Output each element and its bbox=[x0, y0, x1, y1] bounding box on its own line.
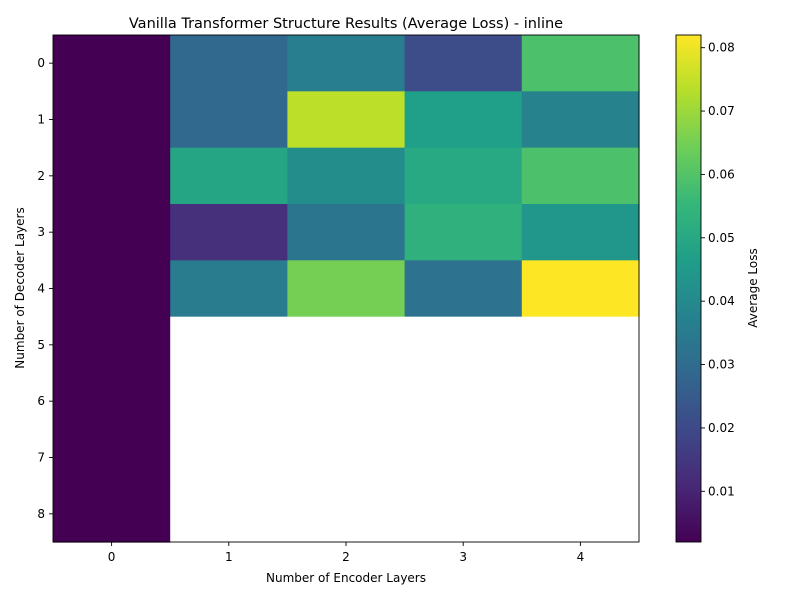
x-tick-label: 3 bbox=[459, 550, 467, 564]
y-tick-label: 0 bbox=[37, 56, 45, 70]
heatmap-cell bbox=[170, 260, 288, 318]
heatmap-cell bbox=[404, 35, 523, 92]
heatmap-cell bbox=[404, 429, 523, 487]
heatmap-cell bbox=[53, 373, 171, 430]
heatmap-cell bbox=[521, 485, 640, 543]
heatmap-cell bbox=[53, 260, 171, 318]
y-tick-label: 3 bbox=[37, 225, 45, 239]
y-axis-ticks: 0 1 2 3 4 5 6 7 8 bbox=[37, 56, 53, 521]
heatmap-cell bbox=[53, 316, 171, 374]
heatmap-cell bbox=[170, 204, 288, 261]
heatmap-cell bbox=[170, 35, 288, 92]
colorbar-tick-label: 0.07 bbox=[708, 104, 735, 118]
heatmap-cell bbox=[521, 91, 640, 149]
heatmap-cell bbox=[287, 429, 406, 487]
heatmap-cell bbox=[53, 485, 171, 543]
heatmap-cell bbox=[404, 316, 523, 374]
y-tick-label: 2 bbox=[37, 169, 45, 183]
heatmap-cell bbox=[521, 429, 640, 487]
colorbar-tick-label: 0.08 bbox=[708, 41, 735, 55]
x-tick-label: 2 bbox=[342, 550, 350, 564]
colorbar-tick-label: 0.03 bbox=[708, 358, 735, 372]
x-axis-ticks: 0 1 2 3 4 bbox=[108, 542, 584, 564]
heatmap-cell bbox=[521, 373, 640, 430]
y-tick-label: 6 bbox=[37, 394, 45, 408]
heatmap-cell bbox=[287, 35, 406, 92]
y-axis-label: Number of Decoder Layers bbox=[13, 207, 27, 368]
heatmap-cell bbox=[521, 260, 640, 318]
heatmap-cell bbox=[170, 316, 288, 374]
heatmap-cell bbox=[521, 35, 640, 92]
heatmap-cell bbox=[521, 316, 640, 374]
x-tick-label: 4 bbox=[577, 550, 585, 564]
heatmap-cell bbox=[521, 204, 640, 261]
y-tick-label: 8 bbox=[37, 507, 45, 521]
heatmap-cell bbox=[53, 91, 171, 149]
heatmap-cell bbox=[404, 373, 523, 430]
heatmap-cells bbox=[53, 35, 640, 543]
heatmap-cell bbox=[53, 147, 171, 205]
x-tick-label: 0 bbox=[108, 550, 116, 564]
heatmap-cell bbox=[287, 316, 406, 374]
colorbar-tick-label: 0.06 bbox=[708, 167, 735, 181]
y-tick-label: 4 bbox=[37, 282, 45, 296]
heatmap-cell bbox=[170, 373, 288, 430]
heatmap-cell bbox=[287, 485, 406, 543]
heatmap-cell bbox=[287, 147, 406, 205]
heatmap-cell bbox=[170, 485, 288, 543]
heatmap-cell bbox=[53, 429, 171, 487]
x-axis-label: Number of Encoder Layers bbox=[266, 571, 426, 585]
heatmap-cell bbox=[404, 204, 523, 261]
colorbar bbox=[675, 34, 702, 543]
colorbar-tick-label: 0.04 bbox=[708, 294, 735, 308]
heatmap-cell bbox=[53, 204, 171, 261]
heatmap-cell bbox=[170, 147, 288, 205]
y-tick-label: 7 bbox=[37, 451, 45, 465]
y-tick-label: 1 bbox=[37, 113, 45, 127]
heatmap-cell bbox=[287, 373, 406, 430]
heatmap-cell bbox=[404, 147, 523, 205]
y-tick-label: 5 bbox=[37, 338, 45, 352]
heatmap-cell bbox=[287, 260, 406, 318]
heatmap-cell bbox=[287, 91, 406, 149]
heatmap-cell bbox=[404, 485, 523, 543]
heatmap-cell bbox=[521, 147, 640, 205]
colorbar-tick-label: 0.02 bbox=[708, 421, 735, 435]
colorbar-tick-label: 0.01 bbox=[708, 484, 735, 498]
heatmap-cell bbox=[53, 35, 171, 92]
colorbar-tick-label: 0.05 bbox=[708, 231, 735, 245]
heatmap-cell bbox=[170, 429, 288, 487]
heatmap-cell bbox=[287, 204, 406, 261]
heatmap-cell bbox=[170, 91, 288, 149]
x-tick-label: 1 bbox=[225, 550, 233, 564]
chart-title: Vanilla Transformer Structure Results (A… bbox=[129, 16, 563, 32]
heatmap-cell bbox=[404, 91, 523, 149]
heatmap-cell bbox=[404, 260, 523, 318]
colorbar-ticks: 0.01 0.02 0.03 0.04 0.05 0.06 0.07 0.08 bbox=[701, 41, 735, 498]
colorbar-label: Average Loss bbox=[746, 248, 760, 327]
